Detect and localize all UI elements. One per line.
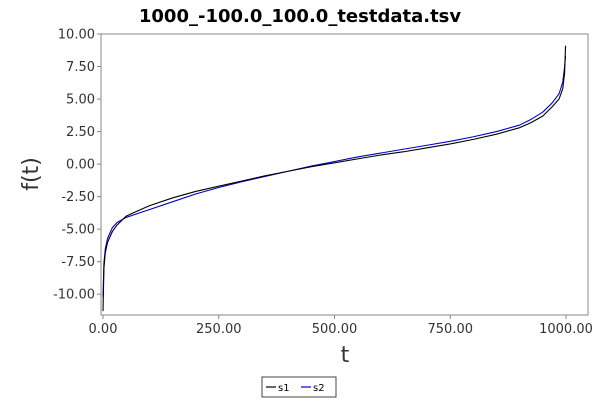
- plot-area: [100, 33, 589, 316]
- chart-title: 1000_-100.0_100.0_testdata.tsv: [139, 6, 462, 27]
- y-axis: 10.00 7.50 5.00 2.50 0.00 -2.50 -5.00 -7.50 -10.…: [53, 28, 101, 303]
- y-axis-label: f(t): [19, 157, 44, 191]
- x-tick-label: 500.00: [312, 322, 358, 337]
- y-tick-label: 7.50: [66, 60, 95, 75]
- x-tick-label: 250.00: [196, 322, 242, 337]
- y-tick-label: -10.00: [53, 288, 95, 303]
- legend: s1 s2: [261, 376, 337, 398]
- x-axis-label: t: [341, 343, 350, 368]
- legend-box: [261, 376, 337, 398]
- legend-label-s2: s2: [313, 383, 325, 394]
- x-tick-label: 750.00: [428, 322, 474, 337]
- y-tick-label: -5.00: [61, 223, 95, 238]
- y-tick-label: 10.00: [58, 28, 95, 43]
- series-line-s2: [102, 56, 567, 297]
- y-tick-label: -7.50: [61, 255, 95, 270]
- y-tick-label: 2.50: [66, 125, 95, 140]
- y-tick-label: -2.50: [61, 190, 95, 205]
- x-tick-label: 1000.00: [539, 322, 593, 337]
- x-axis: 0.00 250.00 500.00 750.00 1000.00: [89, 315, 593, 337]
- y-tick-label: 5.00: [66, 93, 95, 108]
- series-layer: [102, 45, 567, 312]
- y-tick-label: 0.00: [66, 158, 95, 173]
- x-tick-label: 0.00: [89, 322, 118, 337]
- series-line-s1: [102, 45, 567, 312]
- legend-label-s1: s1: [278, 383, 290, 394]
- plot-border: [100, 33, 589, 316]
